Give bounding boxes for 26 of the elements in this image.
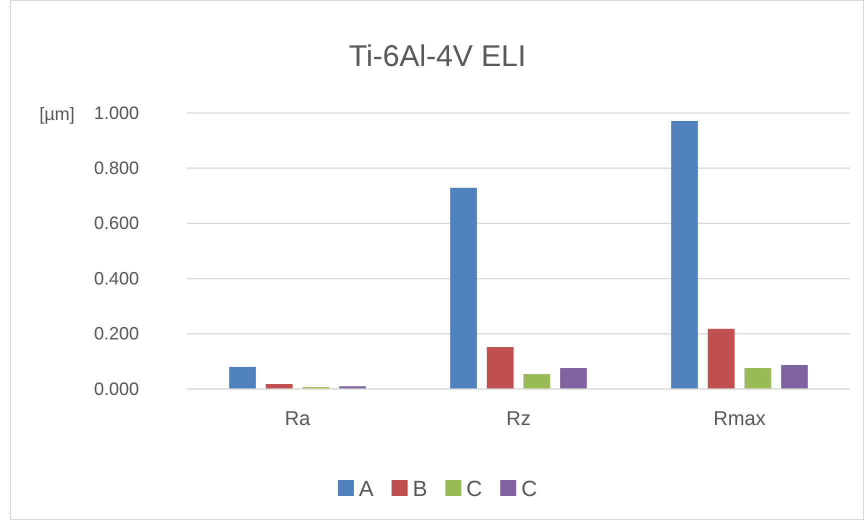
legend-label: B — [412, 476, 428, 501]
bar — [339, 386, 366, 389]
chart-title: Ti-6Al-4V ELI — [348, 40, 526, 73]
bar — [781, 364, 808, 389]
bar — [229, 366, 256, 389]
y-tick-label: 0.400 — [94, 268, 139, 288]
legend-label: A — [358, 476, 374, 501]
bar — [708, 328, 735, 389]
bar — [523, 374, 550, 389]
y-tick-label: 0.200 — [94, 324, 139, 344]
y-tick-label: 0.000 — [94, 378, 139, 399]
bar — [486, 347, 514, 389]
bar — [560, 368, 587, 389]
x-tick-label: Rz — [506, 408, 531, 430]
bar — [450, 188, 477, 389]
y-tick-label: 1.000 — [94, 102, 139, 123]
x-tick-label: Ra — [284, 408, 312, 430]
bar — [744, 368, 772, 389]
x-tick-label: Rmax — [713, 408, 766, 430]
legend-label: C — [521, 476, 538, 501]
bar — [266, 384, 293, 389]
y-tick-label: 0.800 — [94, 158, 139, 178]
y-tick-label: 0.600 — [94, 213, 139, 234]
legend-label: C — [466, 476, 482, 501]
bar — [671, 121, 698, 389]
y-axis-title: [µm] — [39, 104, 75, 124]
